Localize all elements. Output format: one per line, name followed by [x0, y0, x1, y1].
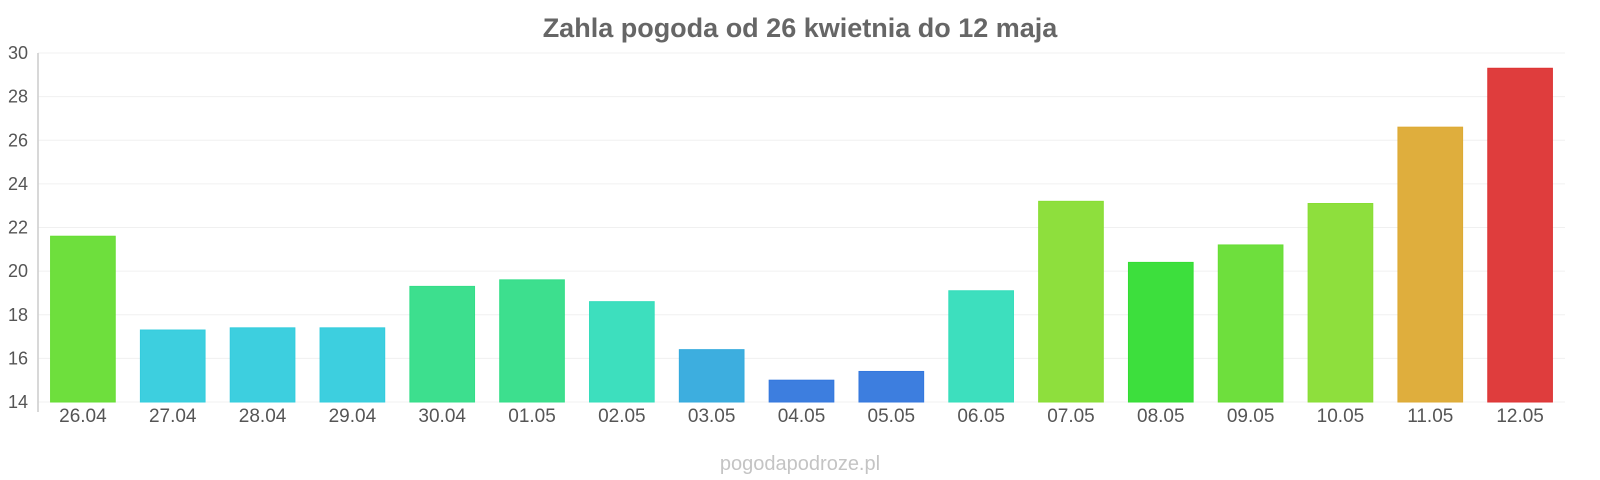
bar-02.05	[589, 301, 655, 403]
bar-29.04	[319, 327, 386, 403]
bars	[50, 67, 1553, 403]
bar-12.05	[1487, 67, 1553, 403]
chart-title: Zahla pogoda od 26 kwietnia do 12 maja	[543, 13, 1059, 43]
bar-04.05	[768, 379, 835, 403]
bar-08.05	[1127, 261, 1194, 403]
bar-27.04	[139, 329, 206, 403]
bar-06.05	[948, 290, 1014, 403]
bar-26.04	[50, 235, 116, 403]
x-tick-label: 06.05	[957, 406, 1005, 427]
x-tick-label: 04.05	[778, 406, 826, 427]
x-tick-label: 02.05	[598, 406, 646, 427]
x-tick-label: 12.05	[1496, 406, 1544, 427]
x-tick-label: 11.05	[1407, 406, 1453, 427]
y-tick-label: 24	[8, 174, 28, 194]
x-tick-label: 07.05	[1047, 406, 1095, 427]
bar-11.05	[1397, 126, 1464, 403]
x-tick-label: 03.05	[688, 406, 736, 427]
bar-10.05	[1307, 203, 1374, 403]
x-tick-label: 28.04	[239, 406, 287, 427]
x-tick-label: 01.05	[508, 406, 556, 427]
bar-07.05	[1038, 200, 1104, 403]
bar-01.05	[499, 279, 565, 403]
x-tick-label: 30.04	[418, 406, 466, 427]
x-tick-label: 27.04	[149, 406, 197, 427]
x-tick-label: 29.04	[329, 406, 377, 427]
x-axis-ticks: 26.04 27.04 28.04 29.04 30.04 01.05 02.05 03.05…	[59, 406, 1544, 427]
y-tick-label: 28	[8, 87, 28, 107]
y-axis-ticks: 14 16 18 20 22 24 26 28 30	[8, 43, 28, 412]
y-tick-label: 18	[8, 305, 28, 325]
x-tick-label: 05.05	[868, 406, 916, 427]
bar-05.05	[858, 370, 925, 403]
y-tick-label: 26	[8, 130, 28, 150]
x-tick-label: 26.04	[59, 406, 107, 427]
y-tick-label: 14	[8, 392, 28, 412]
bar-30.04	[409, 285, 476, 403]
y-tick-label: 22	[8, 218, 28, 238]
x-tick-label: 10.05	[1317, 406, 1365, 427]
bar-09.05	[1217, 244, 1284, 403]
y-tick-label: 30	[8, 43, 28, 63]
y-tick-label: 20	[8, 261, 28, 281]
bar-28.04	[229, 327, 296, 403]
bar-03.05	[678, 349, 745, 403]
x-tick-label: 08.05	[1137, 406, 1185, 427]
watermark: pogodapodroze.pl	[720, 453, 880, 475]
y-tick-label: 16	[8, 348, 28, 368]
x-tick-label: 09.05	[1227, 406, 1275, 427]
